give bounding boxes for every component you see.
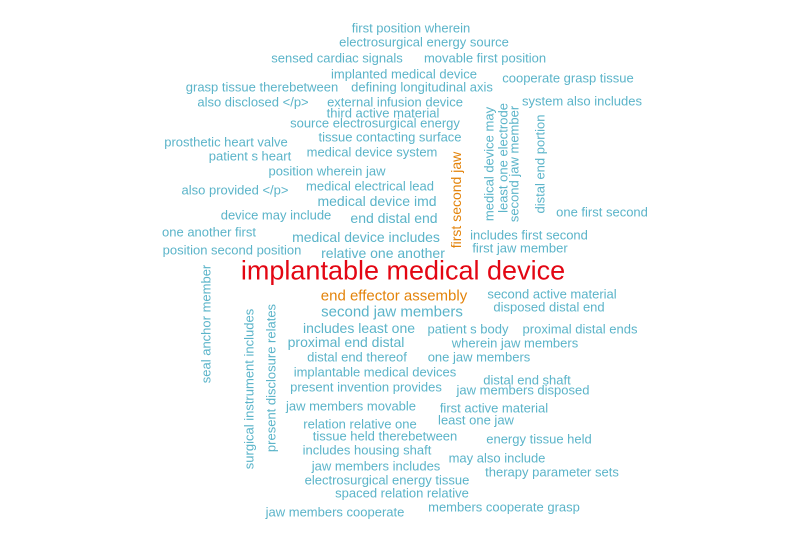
cloud-word: grasp tissue therebetween bbox=[185, 79, 339, 95]
cloud-word: also disclosed </p> bbox=[197, 94, 309, 110]
cloud-word: implanted medical device bbox=[331, 66, 477, 82]
cloud-word: distal end portion bbox=[532, 114, 548, 214]
cloud-word: energy tissue held bbox=[486, 431, 592, 447]
cloud-word: position second position bbox=[162, 242, 302, 258]
cloud-word: electrosurgical energy tissue bbox=[304, 472, 470, 488]
cloud-word: therapy parameter sets bbox=[485, 464, 619, 480]
cloud-word: medical device system bbox=[306, 144, 438, 160]
cloud-word: medical device includes bbox=[292, 229, 440, 245]
cloud-word: movable first position bbox=[423, 50, 547, 66]
cloud-word: source electrosurgical energy bbox=[290, 115, 460, 131]
cloud-word: tissue contacting surface bbox=[318, 129, 462, 145]
cloud-word: present disclosure relates bbox=[263, 303, 279, 453]
cloud-word: jaw members movable bbox=[285, 398, 417, 414]
cloud-word: patient s heart bbox=[208, 148, 292, 164]
cloud-word: surgical instrument includes bbox=[241, 308, 257, 470]
cloud-word: system also includes bbox=[522, 93, 642, 109]
cloud-word: sensed cardiac signals bbox=[271, 50, 403, 66]
cloud-word: first jaw member bbox=[472, 240, 568, 256]
cloud-word: end effector assembly bbox=[320, 287, 468, 305]
cloud-word: one another first bbox=[162, 224, 256, 240]
cloud-word: proximal end distal bbox=[287, 334, 405, 350]
cloud-word: external infusion device bbox=[327, 94, 463, 110]
cloud-word: third active material bbox=[326, 105, 440, 121]
cloud-word: least one jaw bbox=[438, 412, 514, 428]
cloud-word: relation relative one bbox=[303, 416, 417, 432]
cloud-word: second active material bbox=[487, 286, 617, 302]
cloud-word: includes housing shaft bbox=[302, 442, 432, 458]
cloud-word: second jaw member bbox=[506, 105, 522, 223]
cloud-word: tissue held therebetween bbox=[312, 428, 458, 444]
cloud-word: second jaw members bbox=[321, 303, 463, 321]
cloud-word: seal anchor member bbox=[198, 264, 214, 384]
cloud-word: also provided </p> bbox=[181, 182, 289, 198]
cloud-word: electrosurgical energy source bbox=[339, 34, 509, 50]
cloud-word: one first second bbox=[556, 204, 648, 220]
cloud-word: wherein jaw members bbox=[451, 335, 579, 351]
cloud-word: medical device may bbox=[481, 106, 497, 222]
cloud-word: jaw members includes bbox=[311, 458, 441, 474]
cloud-word: may also include bbox=[448, 450, 546, 466]
cloud-word: first active material bbox=[439, 400, 549, 416]
cloud-word: implantable medical devices bbox=[293, 364, 457, 380]
cloud-word: includes first second bbox=[470, 227, 588, 243]
cloud-word: first position wherein bbox=[351, 20, 471, 36]
cloud-word: present invention provides bbox=[290, 379, 442, 395]
cloud-word: relative one another bbox=[321, 245, 445, 261]
cloud-word: distal end shaft bbox=[483, 372, 571, 388]
cloud-word: position wherein jaw bbox=[268, 163, 386, 179]
cloud-word: device may include bbox=[220, 207, 332, 223]
cloud-word: distal end thereof bbox=[307, 349, 407, 365]
cloud-word: cooperate grasp tissue bbox=[502, 70, 634, 86]
cloud-word: jaw members cooperate bbox=[265, 504, 405, 520]
cloud-word: disposed distal end bbox=[493, 299, 605, 315]
cloud-word: members cooperate grasp bbox=[428, 499, 580, 515]
cloud-word: first second jaw bbox=[448, 151, 464, 249]
cloud-word: proximal distal ends bbox=[522, 321, 638, 337]
cloud-word: prosthetic heart valve bbox=[164, 134, 288, 150]
cloud-word: end distal end bbox=[350, 210, 438, 226]
cloud-word: jaw members disposed bbox=[456, 382, 590, 398]
cloud-word: patient s body bbox=[427, 321, 509, 337]
cloud-word: medical device imd bbox=[317, 193, 437, 209]
cloud-word: spaced relation relative bbox=[335, 485, 469, 501]
cloud-word: one jaw members bbox=[427, 349, 531, 365]
cloud-word: includes least one bbox=[302, 320, 416, 336]
cloud-word: implantable medical device bbox=[240, 255, 566, 286]
cloud-word: medical electrical lead bbox=[306, 178, 434, 194]
cloud-word: defining longitudinal axis bbox=[351, 79, 493, 95]
